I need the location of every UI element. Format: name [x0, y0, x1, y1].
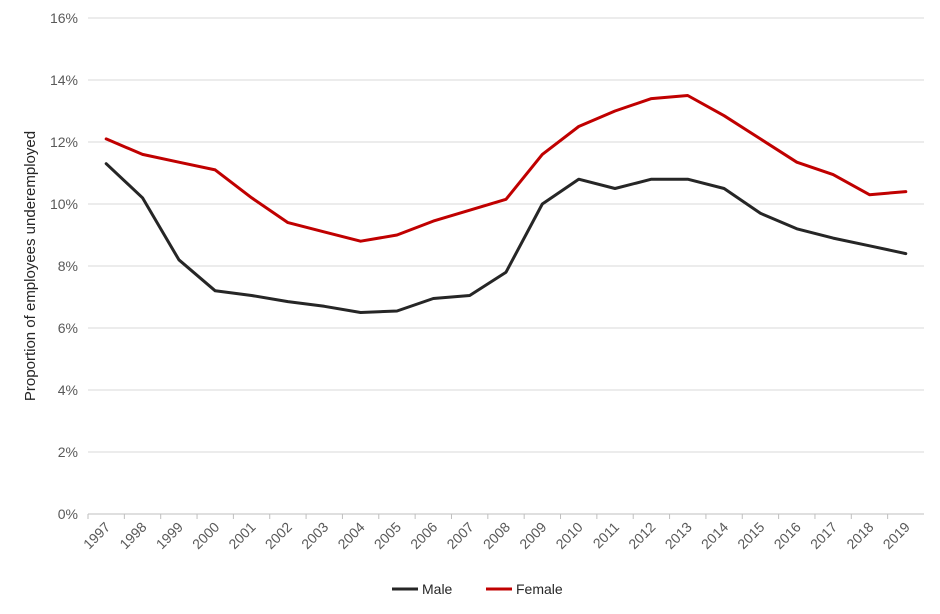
legend: Male Female — [392, 581, 563, 597]
x-axis-ticks: 1997 1998 1999 2000 2001 2002 2003 2004 2005 2006… — [80, 514, 913, 552]
x-tick-label: 2004 — [334, 519, 367, 552]
legend-label-male: Male — [422, 581, 453, 597]
x-tick-label: 2017 — [807, 519, 840, 552]
x-tick-label: 2016 — [771, 519, 804, 552]
x-tick-label: 1999 — [153, 519, 186, 552]
x-tick-label: 2018 — [843, 519, 876, 552]
y-tick-label: 12% — [50, 134, 78, 150]
x-tick-label: 2012 — [625, 519, 658, 552]
legend-label-female: Female — [516, 581, 563, 597]
y-tick-label: 2% — [58, 444, 78, 460]
y-tick-label: 10% — [50, 196, 78, 212]
x-tick-label: 2015 — [734, 519, 767, 552]
y-tick-label: 14% — [50, 72, 78, 88]
series-line-female — [104, 94, 908, 243]
x-tick-label: 1998 — [116, 519, 149, 552]
x-tick-label: 2019 — [880, 519, 913, 552]
y-axis-title: Proportion of employees underemployed — [22, 131, 39, 401]
x-tick-label: 2003 — [298, 519, 331, 552]
x-tick-label: 2010 — [552, 519, 585, 552]
y-tick-label: 4% — [58, 382, 78, 398]
y-tick-label: 0% — [58, 506, 78, 522]
series-line-male — [104, 162, 908, 314]
x-tick-label: 2014 — [698, 519, 731, 552]
y-tick-label: 6% — [58, 320, 78, 336]
y-tick-label: 16% — [50, 10, 78, 26]
x-tick-label: 2001 — [225, 519, 258, 552]
x-tick-label: 2013 — [662, 519, 695, 552]
x-tick-label: 2000 — [189, 519, 222, 552]
y-tick-label: 8% — [58, 258, 78, 274]
x-tick-label: 2006 — [407, 519, 440, 552]
x-tick-label: 2009 — [516, 519, 549, 552]
x-tick-label: 2007 — [443, 519, 476, 552]
x-tick-label: 1997 — [80, 519, 113, 552]
x-tick-label: 2008 — [480, 519, 513, 552]
y-axis-ticks: 0% 2% 4% 6% 8% 10% 12% 14% 16% — [50, 10, 78, 522]
x-tick-label: 2011 — [590, 519, 623, 552]
series-lines — [104, 94, 908, 314]
x-tick-label: 2005 — [371, 519, 404, 552]
gridlines — [88, 17, 924, 515]
x-tick-label: 2002 — [262, 519, 295, 552]
